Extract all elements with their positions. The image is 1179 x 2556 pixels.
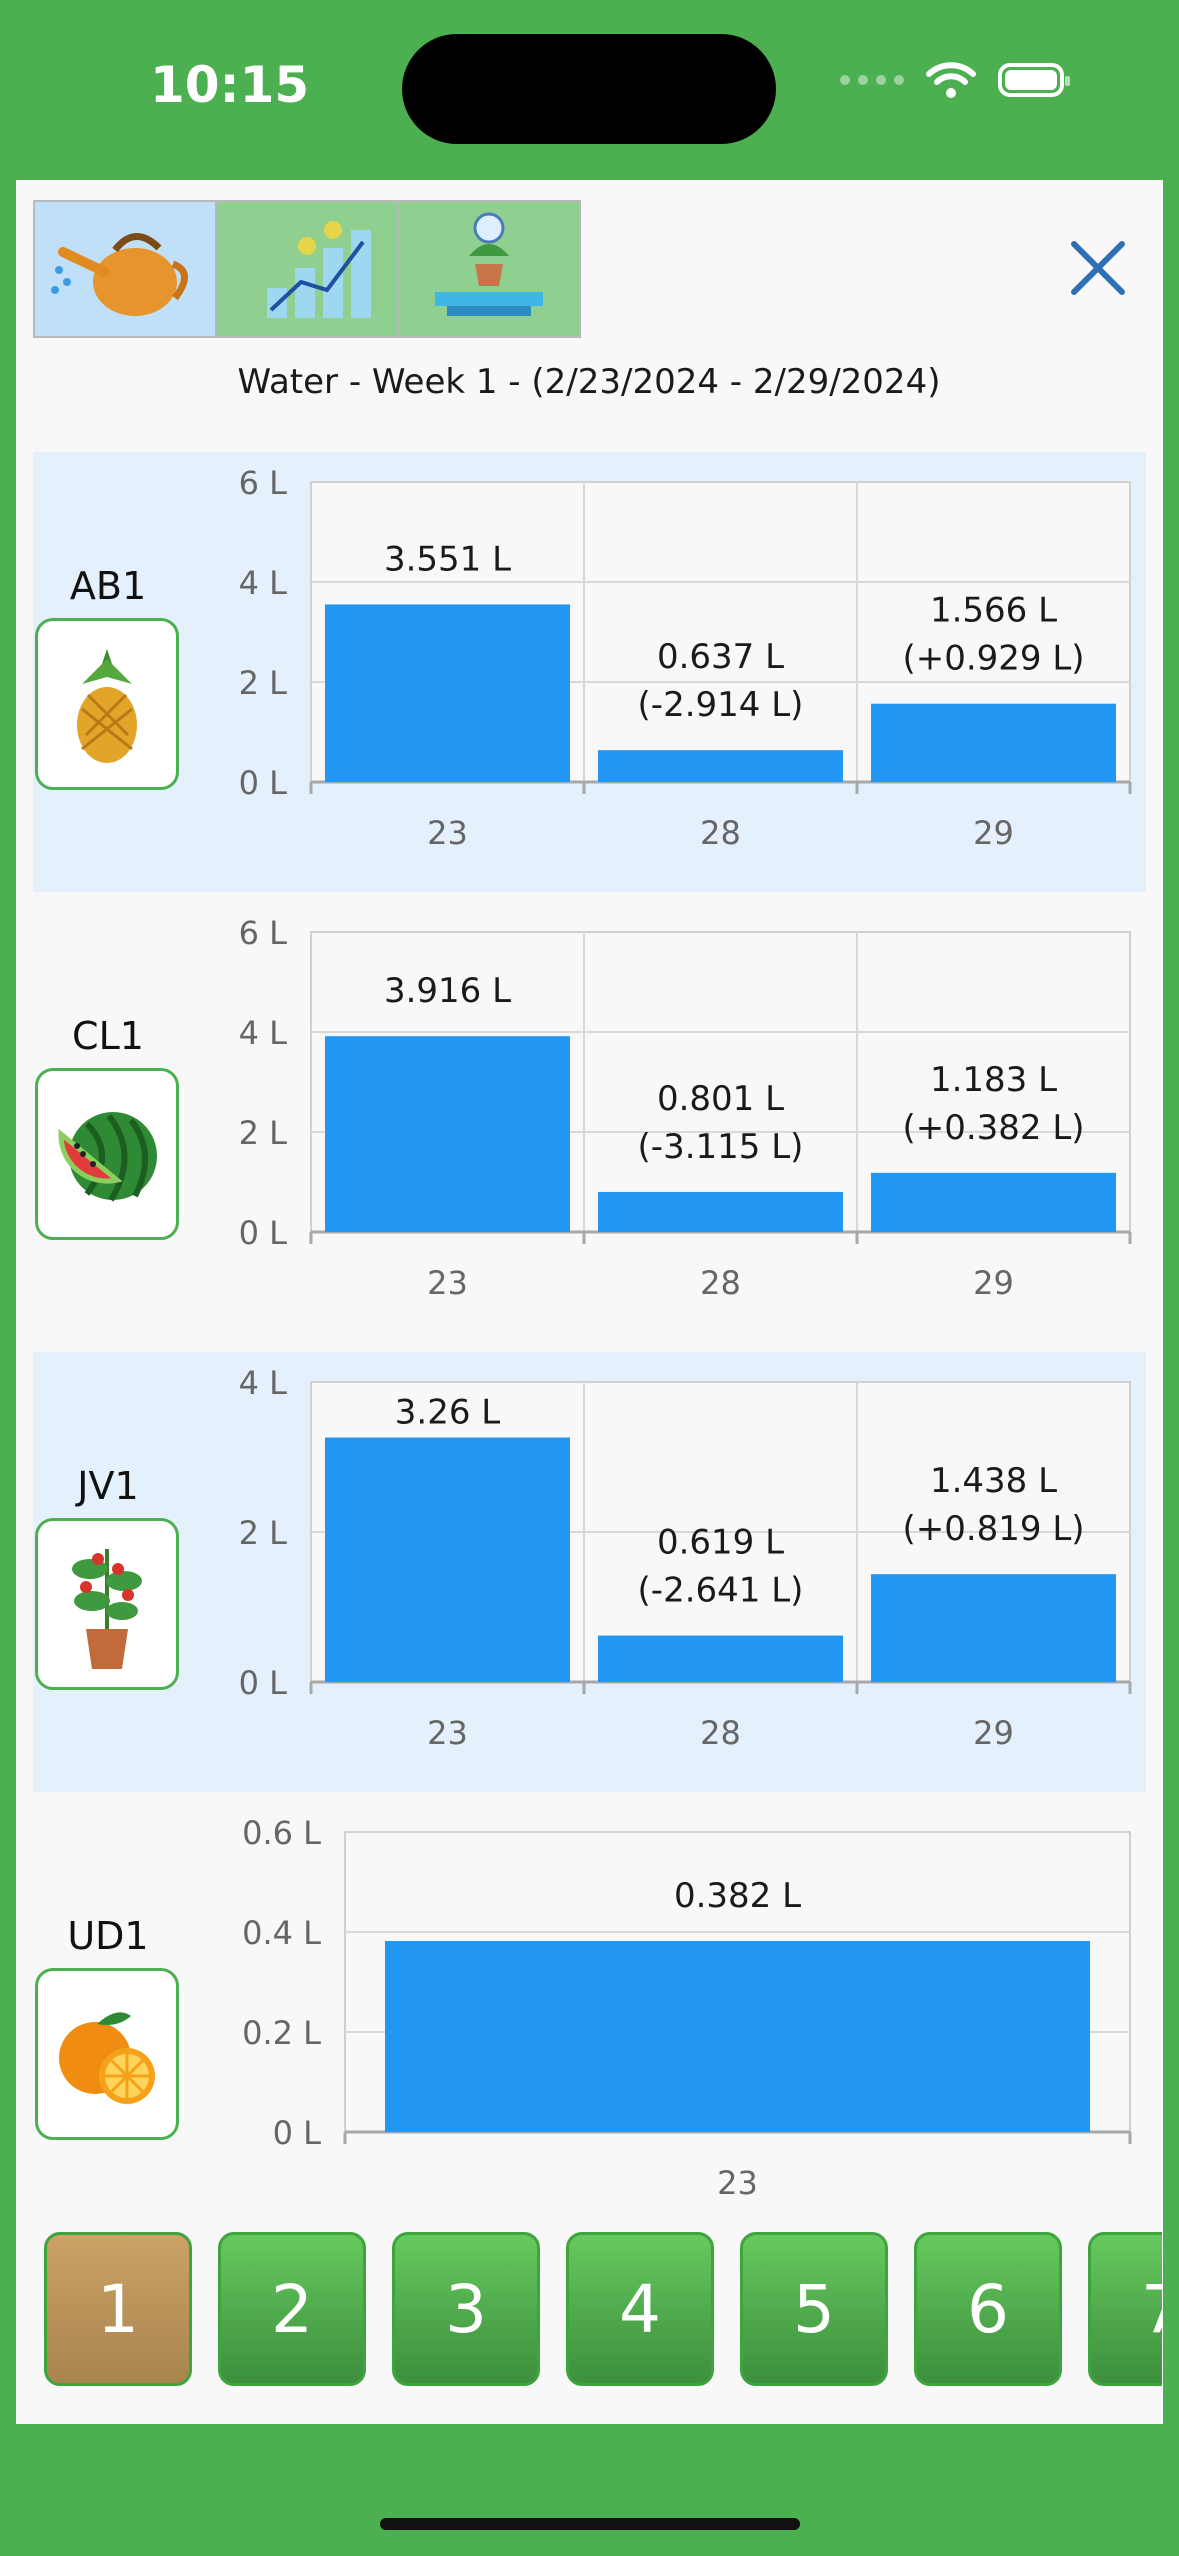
bar[interactable] <box>325 1437 570 1683</box>
data-label: 0.382 L <box>674 1876 801 1916</box>
status-icons <box>840 60 1070 100</box>
data-label: (+0.929 L) <box>902 639 1084 679</box>
watering-can-icon <box>51 233 188 316</box>
page-button-3[interactable]: 3 <box>392 2232 540 2386</box>
data-label: 0.801 L <box>657 1079 784 1119</box>
water-chart-ab1: 6 L 4 L 2 L 0 L 3.551 L 23 0.637 L (-2.914 L) 28… <box>239 464 1132 852</box>
data-label: 3.551 L <box>384 539 511 579</box>
tab-growth[interactable] <box>217 202 399 336</box>
page-button-6[interactable]: 6 <box>914 2232 1062 2386</box>
data-label: 3.26 L <box>395 1393 501 1433</box>
data-label: 1.438 L <box>930 1461 1057 1501</box>
plant-thumbnail[interactable] <box>35 1518 179 1690</box>
plant-thumbnail[interactable] <box>35 618 179 790</box>
cellular-signal-icon <box>840 75 904 85</box>
wifi-icon <box>926 62 976 98</box>
close-icon[interactable] <box>1066 236 1130 300</box>
battery-icon <box>998 63 1070 97</box>
y-tick-label: 0 L <box>239 764 288 802</box>
pineapple-icon <box>77 649 137 763</box>
y-tick-label: 0.6 L <box>242 1814 321 1852</box>
y-tick-label: 2 L <box>239 1514 288 1552</box>
y-tick-label: 4 L <box>239 1014 288 1052</box>
bar[interactable] <box>325 604 570 782</box>
x-tick-label: 23 <box>717 2164 758 2202</box>
x-tick-label: 29 <box>973 814 1014 852</box>
y-tick-label: 0 L <box>239 1214 288 1252</box>
week-pager: 1234567 <box>44 2232 1162 2392</box>
data-label: 3.916 L <box>384 971 511 1011</box>
plant-row: CL1 6 L 4 L 2 L 0 L 3.916 L 23 0.801 L (-3.115 … <box>33 902 1146 1342</box>
x-tick-label: 23 <box>427 1714 468 1752</box>
plant-scale-icon <box>435 212 543 316</box>
tomato-plant-icon <box>72 1549 142 1669</box>
y-tick-label: 0.2 L <box>242 2014 321 2052</box>
page-title: Water - Week 1 - (2/23/2024 - 2/29/2024) <box>237 362 941 402</box>
plant-id-label: UD1 <box>67 1914 149 1958</box>
page-button-5[interactable]: 5 <box>740 2232 888 2386</box>
status-time: 10:15 <box>150 56 310 114</box>
data-label: 1.566 L <box>930 591 1057 631</box>
plant-row: JV1 4 L 2 L 0 L 3.26 L 23 0.619 L (-2.641 L) 28… <box>33 1352 1146 1792</box>
page-button-2[interactable]: 2 <box>218 2232 366 2386</box>
x-tick-label: 29 <box>973 1714 1014 1752</box>
y-tick-label: 6 L <box>239 914 288 952</box>
watermelon-icon <box>58 1112 157 1202</box>
bar[interactable] <box>325 1036 570 1232</box>
plant-thumbnail[interactable] <box>35 1068 179 1240</box>
water-chart-ud1: 0.6 L 0.4 L 0.2 L 0 L 0.382 L 23 <box>242 1814 1132 2202</box>
page-button-1[interactable]: 1 <box>44 2232 192 2386</box>
x-tick-label: 23 <box>427 814 468 852</box>
y-tick-label: 2 L <box>239 664 288 702</box>
bar[interactable] <box>871 703 1116 782</box>
data-label: (+0.382 L) <box>902 1108 1084 1148</box>
status-bar: 10:15 <box>0 0 1179 180</box>
bar[interactable] <box>871 1172 1116 1232</box>
water-chart-cl1: 6 L 4 L 2 L 0 L 3.916 L 23 0.801 L (-3.115 L) 28… <box>239 914 1132 1302</box>
plant-thumbnail[interactable] <box>35 1968 179 2140</box>
data-label: (-2.914 L) <box>638 685 804 725</box>
data-label: (-2.641 L) <box>638 1571 804 1611</box>
bar[interactable] <box>598 750 843 782</box>
data-label: (-3.115 L) <box>638 1127 804 1167</box>
plant-id-label: CL1 <box>72 1014 144 1058</box>
plant-id-label: JV1 <box>77 1464 139 1508</box>
tab-weight[interactable] <box>399 202 579 336</box>
growth-chart-icon <box>267 221 371 318</box>
orange-icon <box>59 2012 155 2104</box>
tab-water[interactable] <box>35 202 217 336</box>
y-tick-label: 6 L <box>239 464 288 502</box>
plant-row: AB1 6 L 4 L 2 L 0 L 3.551 L 23 0.637 L (-2.914 … <box>33 452 1146 892</box>
x-tick-label: 28 <box>700 1714 741 1752</box>
page-button-4[interactable]: 4 <box>566 2232 714 2386</box>
plant-row: UD1 0.6 L 0.4 L 0.2 L 0 L 0.382 L 23 <box>33 1802 1146 2242</box>
water-chart-jv1: 4 L 2 L 0 L 3.26 L 23 0.619 L (-2.641 L) 28 1.43… <box>239 1364 1132 1752</box>
data-label: (+0.819 L) <box>902 1509 1084 1549</box>
bar[interactable] <box>598 1635 843 1682</box>
x-tick-label: 29 <box>973 1264 1014 1302</box>
page-button-7[interactable]: 7 <box>1088 2232 1162 2386</box>
report-tabs <box>33 200 581 338</box>
x-tick-label: 28 <box>700 814 741 852</box>
y-tick-label: 0 L <box>273 2114 322 2152</box>
bar[interactable] <box>385 1941 1090 2132</box>
data-label: 1.183 L <box>930 1060 1057 1100</box>
dynamic-island <box>402 34 776 144</box>
y-tick-label: 4 L <box>239 564 288 602</box>
y-tick-label: 0.4 L <box>242 1914 321 1952</box>
plant-id-label: AB1 <box>69 564 147 608</box>
x-tick-label: 28 <box>700 1264 741 1302</box>
y-tick-label: 2 L <box>239 1114 288 1152</box>
bar[interactable] <box>598 1191 843 1232</box>
bar[interactable] <box>871 1574 1116 1682</box>
y-tick-label: 0 L <box>239 1664 288 1702</box>
water-report-panel: Water - Week 1 - (2/23/2024 - 2/29/2024)… <box>16 180 1163 2424</box>
data-label: 0.637 L <box>657 637 784 677</box>
data-label: 0.619 L <box>657 1523 784 1563</box>
home-indicator <box>380 2518 800 2530</box>
y-tick-label: 4 L <box>239 1364 288 1402</box>
x-tick-label: 23 <box>427 1264 468 1302</box>
